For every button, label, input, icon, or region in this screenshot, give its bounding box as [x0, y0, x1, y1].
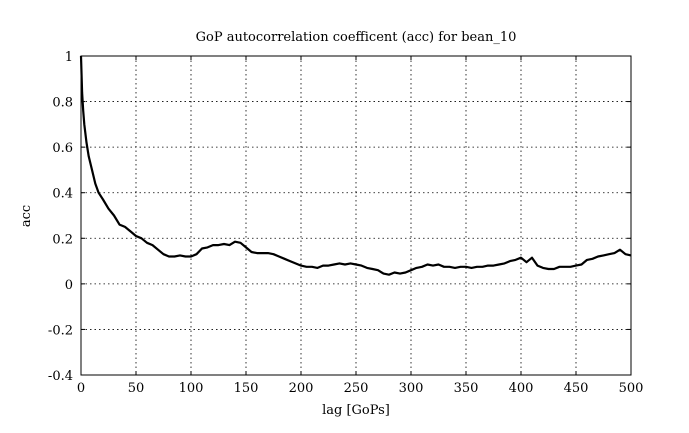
- x-tick-label: 150: [234, 381, 259, 396]
- y-tick-label: 0.4: [52, 187, 73, 202]
- y-tick-label: 0: [65, 278, 73, 293]
- x-tick-label: 500: [619, 381, 644, 396]
- x-tick-label: 100: [179, 381, 204, 396]
- x-tick-label: 250: [344, 381, 369, 396]
- x-tick-label: 200: [289, 381, 314, 396]
- tick-layer: 0 50 100 150 200 250 300 350 400 450 500 -0.4 -0.2 0 0…: [48, 50, 643, 396]
- x-tick-label: 450: [564, 381, 589, 396]
- x-tick-label: 50: [128, 381, 145, 396]
- chart-title: GoP autocorrelation coefficent (acc) for…: [196, 30, 517, 45]
- y-tick-label: 0.8: [52, 96, 73, 111]
- x-axis-label: lag [GoPs]: [322, 403, 390, 418]
- x-tick-label: 400: [509, 381, 534, 396]
- x-tick-label: 350: [454, 381, 479, 396]
- y-axis-label: acc: [19, 205, 34, 227]
- series-layer: [79, 55, 632, 276]
- y-tick-label: 0.6: [52, 141, 73, 156]
- x-tick-label: 0: [77, 381, 85, 396]
- grid-layer: [81, 56, 631, 375]
- y-tick-label: 1: [65, 50, 73, 65]
- y-tick-label: 0.2: [52, 232, 73, 247]
- y-tick-label: -0.2: [48, 323, 73, 338]
- series-line: [79, 55, 632, 276]
- x-tick-label: 300: [399, 381, 424, 396]
- y-tick-label: -0.4: [48, 369, 73, 384]
